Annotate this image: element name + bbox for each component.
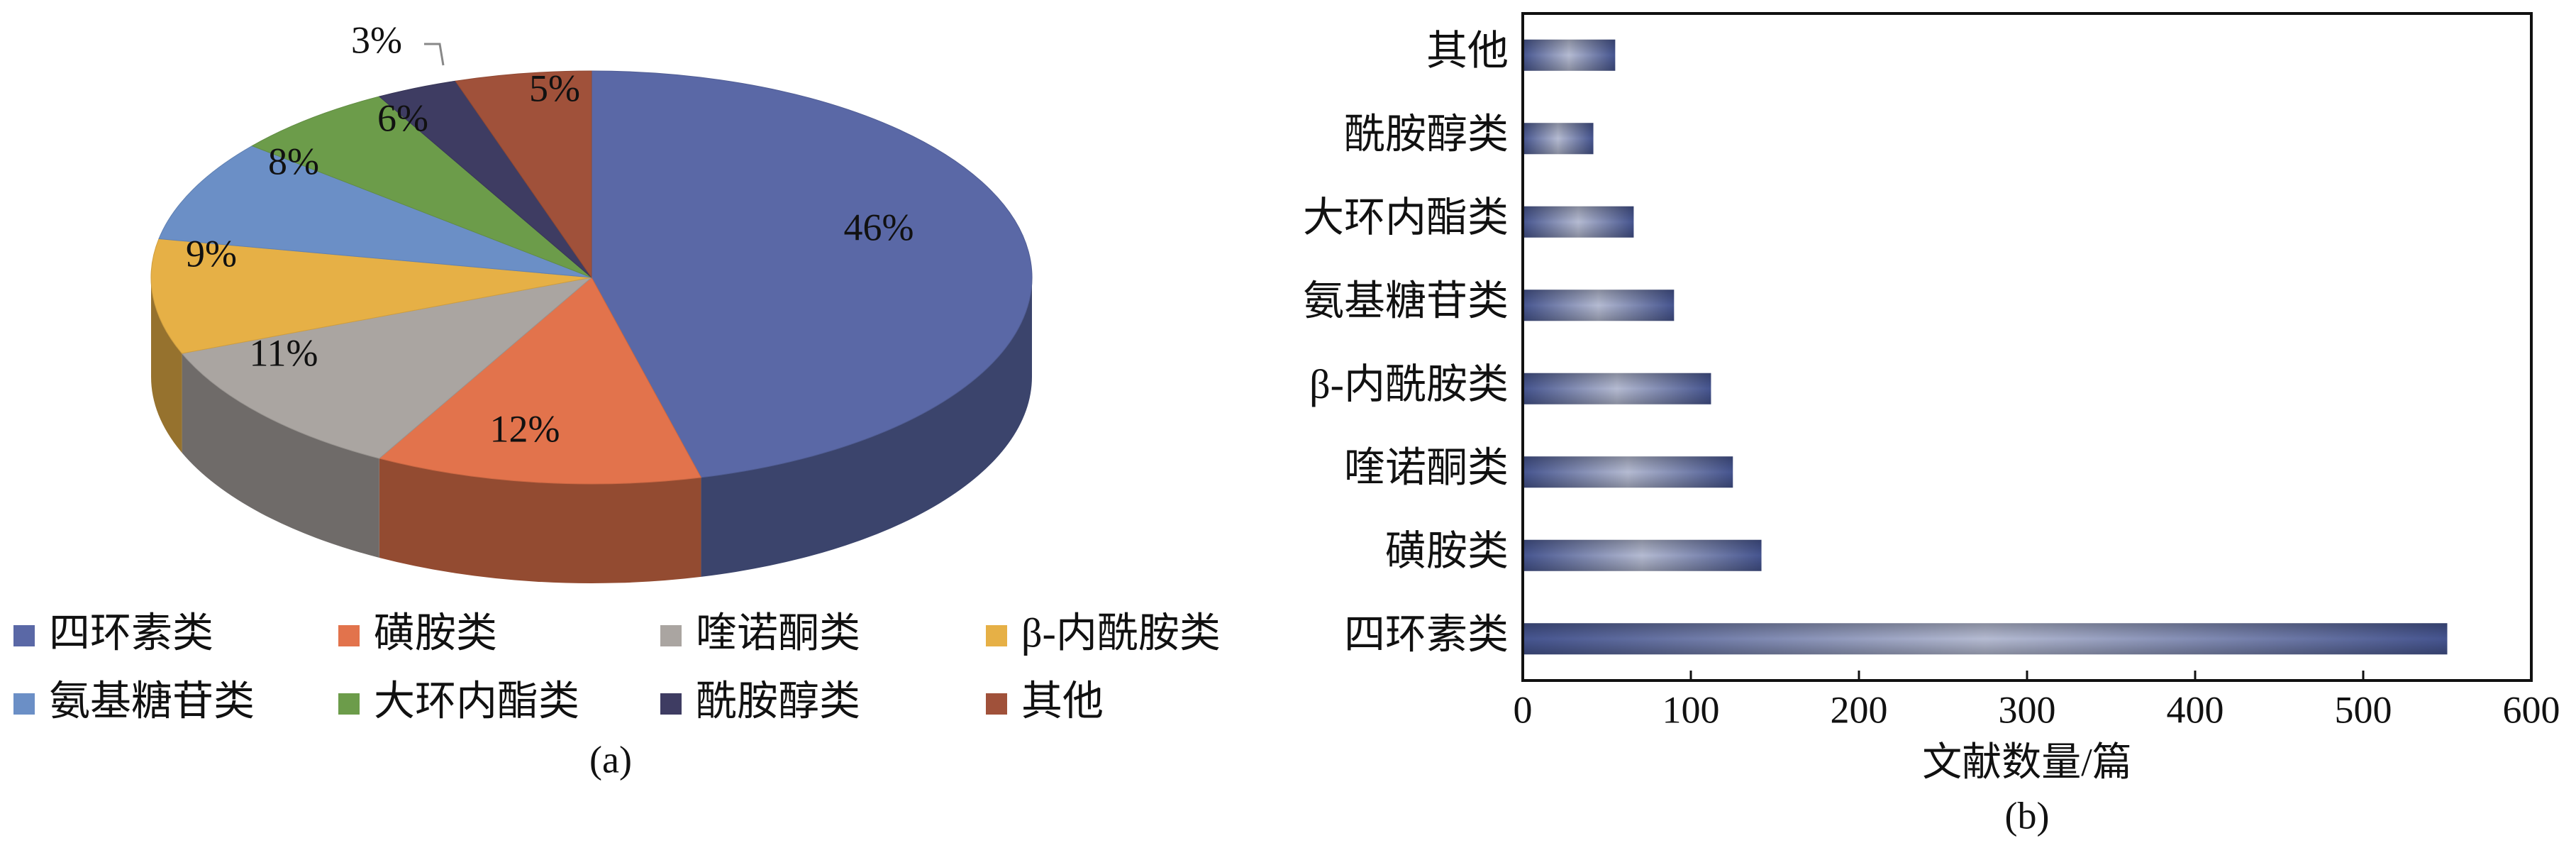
y-tick-label: 磺胺类 [1385, 528, 1509, 574]
slice-label: 11% [250, 331, 318, 374]
slice-label: 46% [844, 206, 914, 248]
slice-label: 6% [377, 97, 428, 139]
y-tick-label: 其他 [1426, 28, 1509, 74]
x-tick-label: 600 [2503, 688, 2560, 731]
slice-label: 8% [268, 140, 319, 182]
legend-label: 四环素类 [49, 610, 213, 656]
x-tick-label: 500 [2335, 688, 2392, 731]
x-axis-label: 文献数量/篇 [1922, 741, 2132, 785]
legend-label: 大环内酯类 [374, 678, 579, 724]
slice-label: 12% [490, 407, 560, 450]
pie-slice [378, 277, 702, 485]
plot-frame [1521, 12, 2533, 682]
pie-slice [158, 145, 592, 278]
pie-slice [150, 238, 592, 354]
pie-side [182, 353, 379, 558]
legend-label: 酰胺醇类 [696, 678, 860, 724]
legend-label: 磺胺类 [374, 610, 497, 656]
slice-label: 5% [529, 67, 580, 109]
y-tick-label: 大环内酯类 [1303, 194, 1509, 241]
legend-label: 喹诺酮类 [696, 610, 860, 656]
pie-slice [591, 70, 1033, 478]
pie-slice [181, 277, 593, 459]
legend-swatch [986, 693, 1007, 715]
y-tick-label: 四环素类 [1344, 612, 1509, 658]
legend-swatch [13, 693, 35, 715]
pie-side [151, 277, 182, 453]
legend-swatch [660, 693, 682, 715]
legend-swatch [13, 625, 35, 646]
x-tick-label: 400 [2167, 688, 2224, 731]
x-tick-label: 100 [1662, 688, 1720, 731]
pie-side [701, 277, 1032, 577]
x-tick-label: 300 [1999, 688, 2056, 731]
slice-label: 3% [351, 18, 402, 61]
y-tick-label: 酰胺醇类 [1344, 111, 1509, 158]
caption: (a) [589, 738, 632, 781]
legend-label: 其他 [1021, 678, 1104, 724]
legend-swatch [338, 693, 360, 715]
leader-line [424, 43, 445, 66]
slice-label: 9% [186, 232, 237, 275]
y-tick-label: 氨基糖苷类 [1303, 278, 1509, 324]
legend-swatch [986, 625, 1007, 646]
x-tick-label: 0 [1514, 688, 1533, 731]
pie-slice [251, 96, 592, 278]
x-tick-label: 200 [1831, 688, 1888, 731]
y-tick-label: β-内酰胺类 [1309, 361, 1509, 407]
legend-swatch [660, 625, 682, 646]
legend-label: β-内酰胺类 [1021, 610, 1221, 656]
y-tick-label: 喹诺酮类 [1344, 445, 1509, 491]
pie-side [379, 458, 701, 584]
caption: (b) [2005, 794, 2050, 837]
pie-slice [455, 70, 592, 279]
legend-label: 氨基糖苷类 [49, 678, 255, 724]
legend-swatch [338, 625, 360, 646]
